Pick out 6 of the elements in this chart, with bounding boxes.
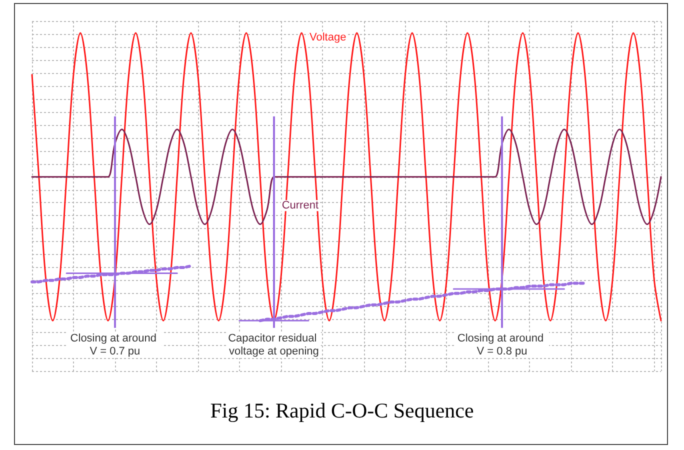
text: Capacitor residual voltage at opening <box>228 332 320 358</box>
series-label: Current <box>282 200 319 212</box>
text: Fig 15: Rapid C-O-C Sequence <box>210 398 474 422</box>
text: Closing at around V = 0.8 pu <box>457 332 547 358</box>
text: Closing at around V = 0.7 pu <box>70 332 160 358</box>
series-label: Voltage <box>309 31 346 44</box>
